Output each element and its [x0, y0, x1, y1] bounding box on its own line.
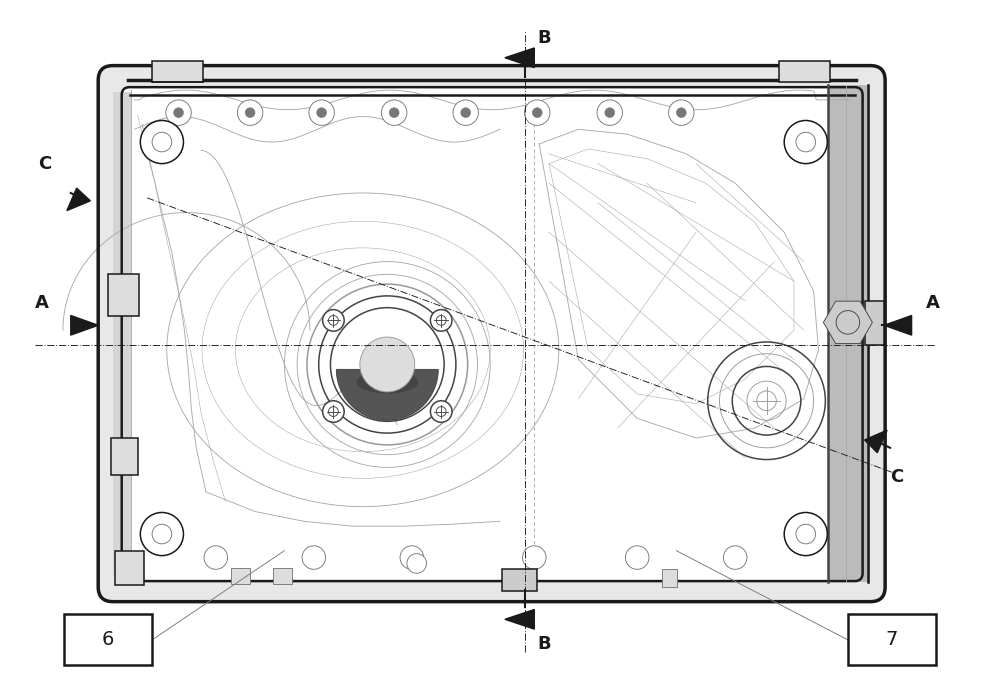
Circle shape	[723, 546, 747, 569]
Circle shape	[152, 524, 172, 544]
Bar	[113, 92, 131, 575]
Bar	[111, 438, 138, 475]
Circle shape	[204, 546, 228, 569]
Circle shape	[323, 309, 344, 331]
Text: 6: 6	[102, 630, 114, 649]
Polygon shape	[865, 430, 887, 453]
Bar	[865, 301, 884, 345]
Circle shape	[523, 546, 546, 569]
Bar	[108, 274, 139, 316]
Circle shape	[166, 100, 191, 125]
Circle shape	[625, 546, 649, 569]
Circle shape	[796, 524, 816, 544]
Text: B: B	[537, 635, 551, 653]
Polygon shape	[823, 301, 872, 343]
Circle shape	[381, 100, 407, 125]
Circle shape	[140, 513, 183, 556]
FancyBboxPatch shape	[98, 65, 885, 602]
Ellipse shape	[357, 371, 418, 393]
Circle shape	[453, 100, 478, 125]
Bar	[273, 568, 292, 584]
Circle shape	[784, 513, 827, 556]
Circle shape	[407, 554, 427, 573]
Circle shape	[389, 107, 399, 118]
Polygon shape	[505, 609, 534, 629]
Circle shape	[302, 546, 326, 569]
Polygon shape	[71, 316, 98, 335]
Polygon shape	[67, 188, 90, 211]
Circle shape	[400, 546, 424, 569]
FancyBboxPatch shape	[122, 87, 863, 581]
Circle shape	[152, 132, 172, 152]
Text: B: B	[537, 29, 551, 47]
Polygon shape	[884, 316, 912, 335]
Polygon shape	[505, 48, 534, 67]
Circle shape	[140, 120, 183, 164]
Circle shape	[245, 107, 255, 118]
Circle shape	[174, 107, 183, 118]
Circle shape	[669, 100, 694, 125]
Bar	[230, 568, 250, 584]
Circle shape	[784, 120, 827, 164]
Text: C: C	[890, 469, 904, 486]
Bar	[115, 551, 144, 585]
Circle shape	[323, 401, 344, 422]
Bar	[64, 615, 152, 665]
Circle shape	[676, 107, 686, 118]
Bar	[662, 569, 677, 587]
Circle shape	[597, 100, 622, 125]
Circle shape	[360, 337, 415, 392]
Circle shape	[237, 100, 263, 125]
Bar	[848, 615, 936, 665]
Bar	[779, 61, 830, 82]
Circle shape	[532, 107, 542, 118]
Text: A: A	[34, 294, 48, 311]
Polygon shape	[336, 369, 438, 420]
Circle shape	[430, 309, 452, 331]
Circle shape	[605, 107, 615, 118]
Bar	[502, 569, 537, 591]
Text: C: C	[38, 154, 51, 173]
Circle shape	[309, 100, 334, 125]
Text: 7: 7	[886, 630, 898, 649]
Circle shape	[317, 107, 327, 118]
Bar	[828, 85, 870, 582]
Circle shape	[796, 132, 816, 152]
Text: A: A	[926, 294, 940, 311]
Bar	[152, 61, 203, 82]
Circle shape	[461, 107, 471, 118]
Circle shape	[524, 100, 550, 125]
Circle shape	[430, 401, 452, 422]
